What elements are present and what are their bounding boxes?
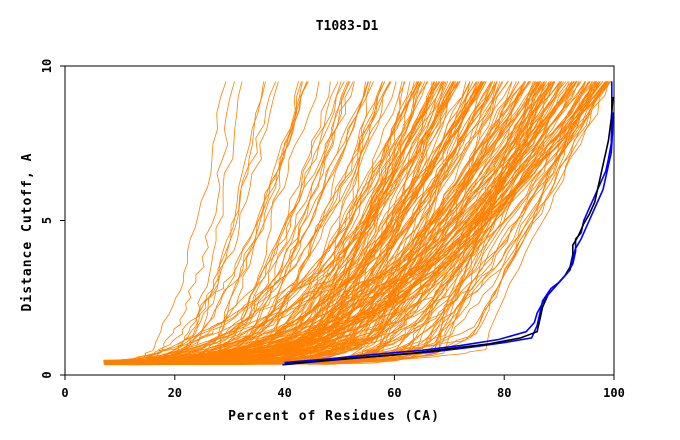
model-curve	[120, 81, 578, 366]
model-curve	[108, 81, 539, 363]
model-curve	[107, 81, 418, 363]
highlight-lines	[282, 81, 614, 366]
model-curve	[121, 81, 369, 362]
y-axis-ticks: 0 5 10	[40, 59, 65, 379]
x-tick-label: 20	[168, 386, 182, 400]
x-axis-label: Percent of Residues (CA)	[228, 409, 440, 424]
highlight-curve	[284, 112, 614, 364]
model-curve	[181, 81, 383, 364]
model-curve	[232, 81, 552, 362]
model-curve	[284, 81, 454, 365]
model-curve	[121, 81, 581, 362]
model-curve	[105, 81, 608, 363]
model-curve	[105, 81, 578, 361]
y-tick-label: 0	[40, 371, 54, 378]
model-curve	[311, 81, 589, 365]
model-curve	[132, 81, 266, 364]
model-curve	[128, 81, 554, 364]
model-curve	[119, 81, 342, 364]
model-curve	[103, 81, 277, 364]
model-curve	[124, 81, 582, 361]
model-curve	[125, 81, 599, 366]
model-curve	[236, 81, 576, 361]
model-curve	[124, 81, 452, 363]
x-tick-label: 40	[277, 386, 291, 400]
model-curve	[217, 81, 422, 365]
x-tick-label: 0	[61, 386, 68, 400]
model-curve	[130, 81, 586, 365]
model-curve	[106, 81, 374, 365]
x-tick-label: 80	[497, 386, 511, 400]
y-tick-label: 5	[40, 217, 54, 224]
plot-lines	[103, 81, 612, 366]
model-curve	[149, 81, 574, 365]
model-curve	[230, 81, 487, 362]
model-curve	[103, 81, 227, 361]
model-curve	[110, 81, 443, 365]
model-curve	[139, 81, 235, 362]
y-tick-label: 10	[40, 59, 54, 73]
model-curve	[103, 81, 498, 361]
model-curve	[231, 81, 435, 364]
model-curve	[292, 81, 570, 363]
x-tick-label: 100	[603, 386, 625, 400]
model-curve	[127, 81, 504, 362]
model-curve	[104, 81, 509, 365]
model-curve	[103, 81, 454, 362]
chart-title: T1083-D1	[316, 19, 379, 34]
y-axis-label: Distance Cutoff, A	[20, 153, 35, 312]
model-curve	[320, 81, 592, 364]
x-tick-label: 60	[387, 386, 401, 400]
model-curve	[182, 81, 494, 362]
model-curve	[241, 81, 422, 362]
model-curve	[224, 81, 555, 362]
x-axis-ticks: 0 20 40 60 80 100	[61, 375, 625, 400]
